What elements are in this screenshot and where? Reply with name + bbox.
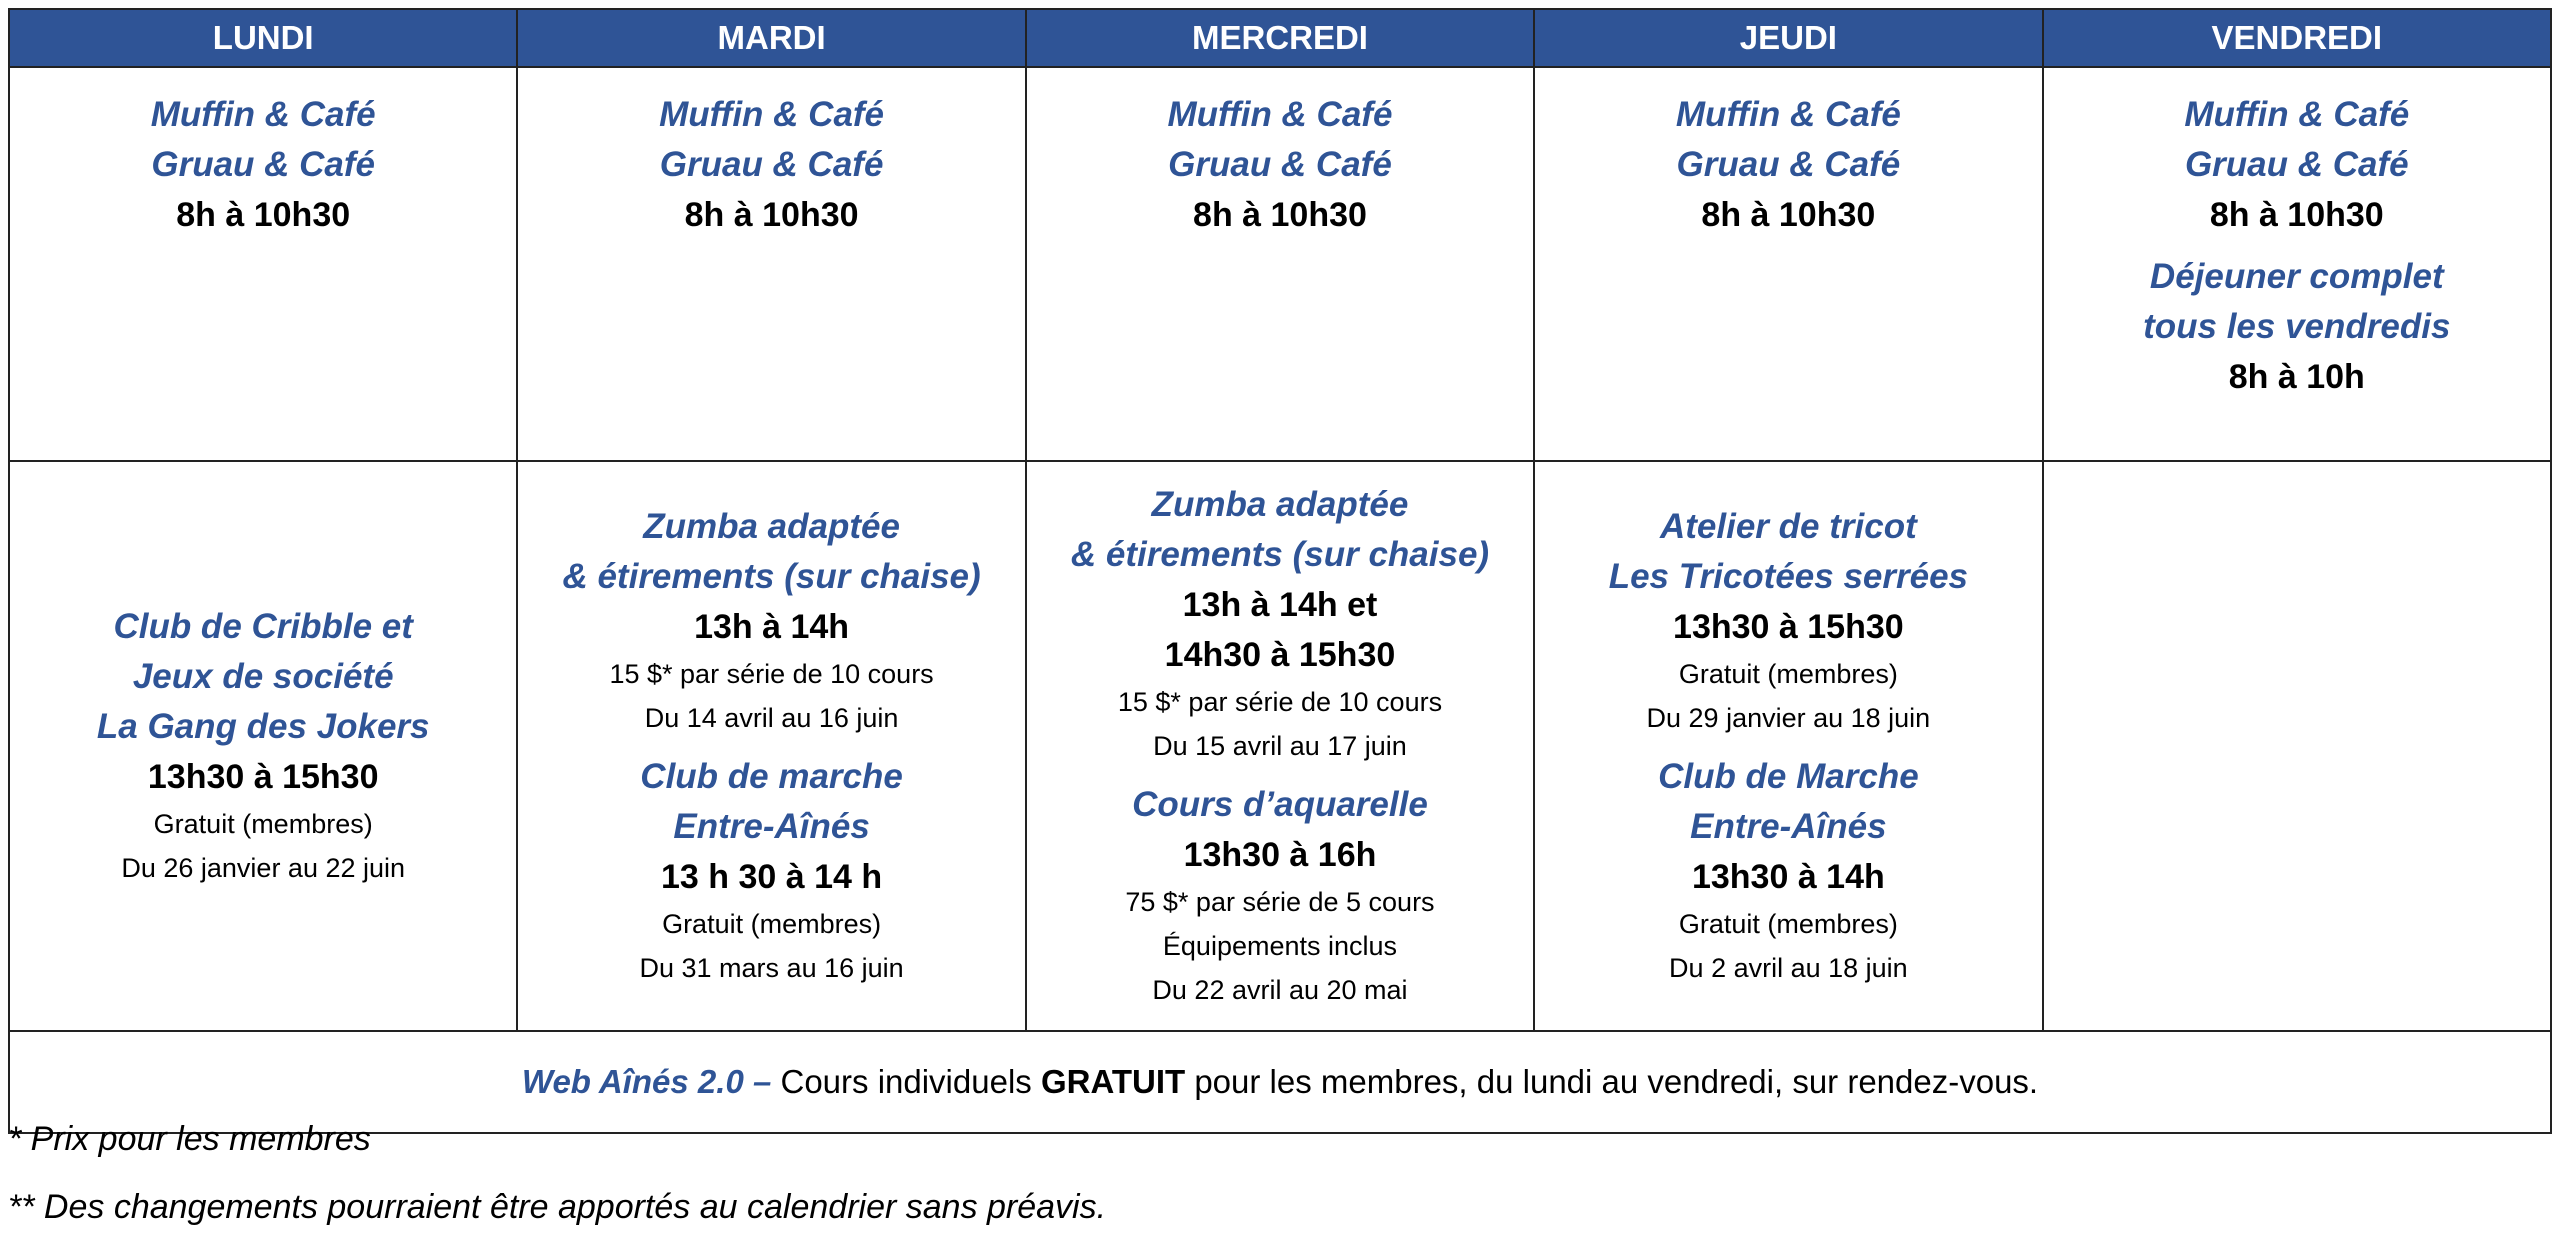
event-title: Zumba adaptée [643,507,900,546]
event-title: Muffin & Café [1675,95,1901,134]
event-title: Déjeuner complet [2149,257,2444,296]
event-detail: Du 2 avril au 18 juin [1669,953,1908,983]
day-header-lundi: LUNDI [7,8,519,68]
event-time: 13 h 30 à 14 h [661,858,883,896]
event-title: Jeux de société [132,657,394,696]
event-time: 13h à 14h et [1182,586,1378,624]
event-detail: 15 $* par série de 10 cours [1117,687,1443,717]
event-title: Les Tricotées serrées [1608,557,1969,596]
event-time: 13h30 à 15h30 [147,758,379,796]
event-detail: Gratuit (membres) [153,809,373,839]
event-detail: Du 26 janvier au 22 juin [121,853,406,883]
event-title: & étirements (sur chaise) [1070,535,1490,574]
web-aines-text: Cours individuels [771,1063,1041,1100]
event-title: Muffin & Café [659,95,885,134]
afternoon-cell-mardi: Zumba adaptée & étirements (sur chaise) 13… [516,460,1027,1032]
event-detail: Équipements inclus [1162,931,1398,961]
morning-cell: Muffin & Café Gruau & Café 8h à 10h30 [516,66,1027,462]
morning-cell: Muffin & Café Gruau & Café 8h à 10h30 [1533,66,2044,462]
event-title: Muffin & Café [150,95,376,134]
event-title: Gruau & Café [151,145,376,184]
event-title: Gruau & Café [2184,145,2409,184]
event-time: 8h à 10h30 [1193,196,1367,234]
event-title: & étirements (sur chaise) [562,557,981,596]
event-time: 8h à 10h30 [684,196,859,234]
event-time: 13h à 14h [694,608,850,646]
event-time: 14h30 à 15h30 [1164,636,1396,674]
event-time: 13h30 à 14h [1691,858,1885,896]
web-aines-text: pour les membres, du lundi au vendredi, … [1185,1063,2039,1100]
event-time: 8h à 10h [2228,358,2365,396]
afternoon-cell-jeudi: Atelier de tricot Les Tricotées serrées 13… [1533,460,2044,1032]
event-title: Club de Marche [1658,757,1919,796]
event-detail: Du 29 janvier au 18 juin [1646,703,1931,733]
event-title: Entre-Aînés [1690,807,1887,846]
event-time: 13h30 à 16h [1183,836,1377,874]
event-detail: 75 $* par série de 5 cours [1125,887,1435,917]
changes-note: ** Des changements pourraient être appor… [8,1188,1107,1226]
event-time: 8h à 10h30 [176,196,351,234]
event-title: tous les vendredis [2143,307,2451,346]
web-aines-free: GRATUIT [1040,1063,1186,1100]
weekly-schedule-table: LUNDI MARDI MERCREDI JEUDI VENDREDI Muff… [7,8,2553,1134]
price-note: * Prix pour les membres [8,1120,371,1158]
header-row: LUNDI MARDI MERCREDI JEUDI VENDREDI [7,8,2553,68]
event-title: Entre-Aînés [673,807,870,846]
event-detail: Du 22 avril au 20 mai [1152,975,1408,1005]
event-title: Club de Cribble et [113,607,413,646]
event-title: Zumba adaptée [1151,485,1409,524]
event-title: Gruau & Café [1676,145,1901,184]
afternoon-cell-lundi: Club de Cribble et Jeux de société La Gang… [7,460,519,1032]
event-time: 8h à 10h30 [2209,196,2384,234]
web-aines-cell: Web Aînés 2.0 – Cours individuels GRATUI… [8,1030,2552,1134]
morning-cell: Muffin & Café Gruau & Café 8h à 10h30 [7,66,519,462]
event-detail: Du 15 avril au 17 juin [1153,731,1407,761]
event-detail: 15 $* par série de 10 cours [609,659,934,689]
morning-cell: Muffin & Café Gruau & Café 8h à 10h30 Déje… [2041,66,2553,462]
event-detail: Gratuit (membres) [662,909,882,939]
morning-cell: Muffin & Café Gruau & Café 8h à 10h30 [1024,66,1536,462]
event-title: Muffin & Café [1167,95,1393,134]
morning-row: Muffin & Café Gruau & Café 8h à 10h30 Muff… [7,66,2553,462]
event-time: 13h30 à 15h30 [1673,608,1904,646]
day-header-vendredi: VENDREDI [2041,8,2553,68]
event-title: Gruau & Café [659,145,884,184]
event-title: Cours d’aquarelle [1132,785,1428,824]
event-title: Atelier de tricot [1660,507,1917,546]
day-header-jeudi: JEUDI [1533,8,2044,68]
event-title: Muffin & Café [2184,95,2410,134]
afternoon-cell-vendredi [2041,460,2553,1032]
afternoon-row: Club de Cribble et Jeux de société La Gang… [7,460,2553,1032]
event-title: La Gang des Jokers [96,707,430,746]
day-header-mercredi: MERCREDI [1024,8,1536,68]
web-aines-row: Web Aînés 2.0 – Cours individuels GRATUI… [8,1030,2552,1134]
day-header-mardi: MARDI [516,8,1027,68]
web-aines-title: Web Aînés 2.0 – [521,1063,772,1100]
event-title: Gruau & Café [1168,145,1392,184]
event-title: Club de marche [640,757,903,796]
event-detail: Gratuit (membres) [1678,659,1898,689]
afternoon-cell-mercredi: Zumba adaptée & étirements (sur chaise) 13… [1024,460,1536,1032]
event-detail: Du 31 mars au 16 juin [639,953,904,983]
event-detail: Gratuit (membres) [1678,909,1898,939]
event-detail: Du 14 avril au 16 juin [644,703,899,733]
event-time: 8h à 10h30 [1701,196,1876,234]
